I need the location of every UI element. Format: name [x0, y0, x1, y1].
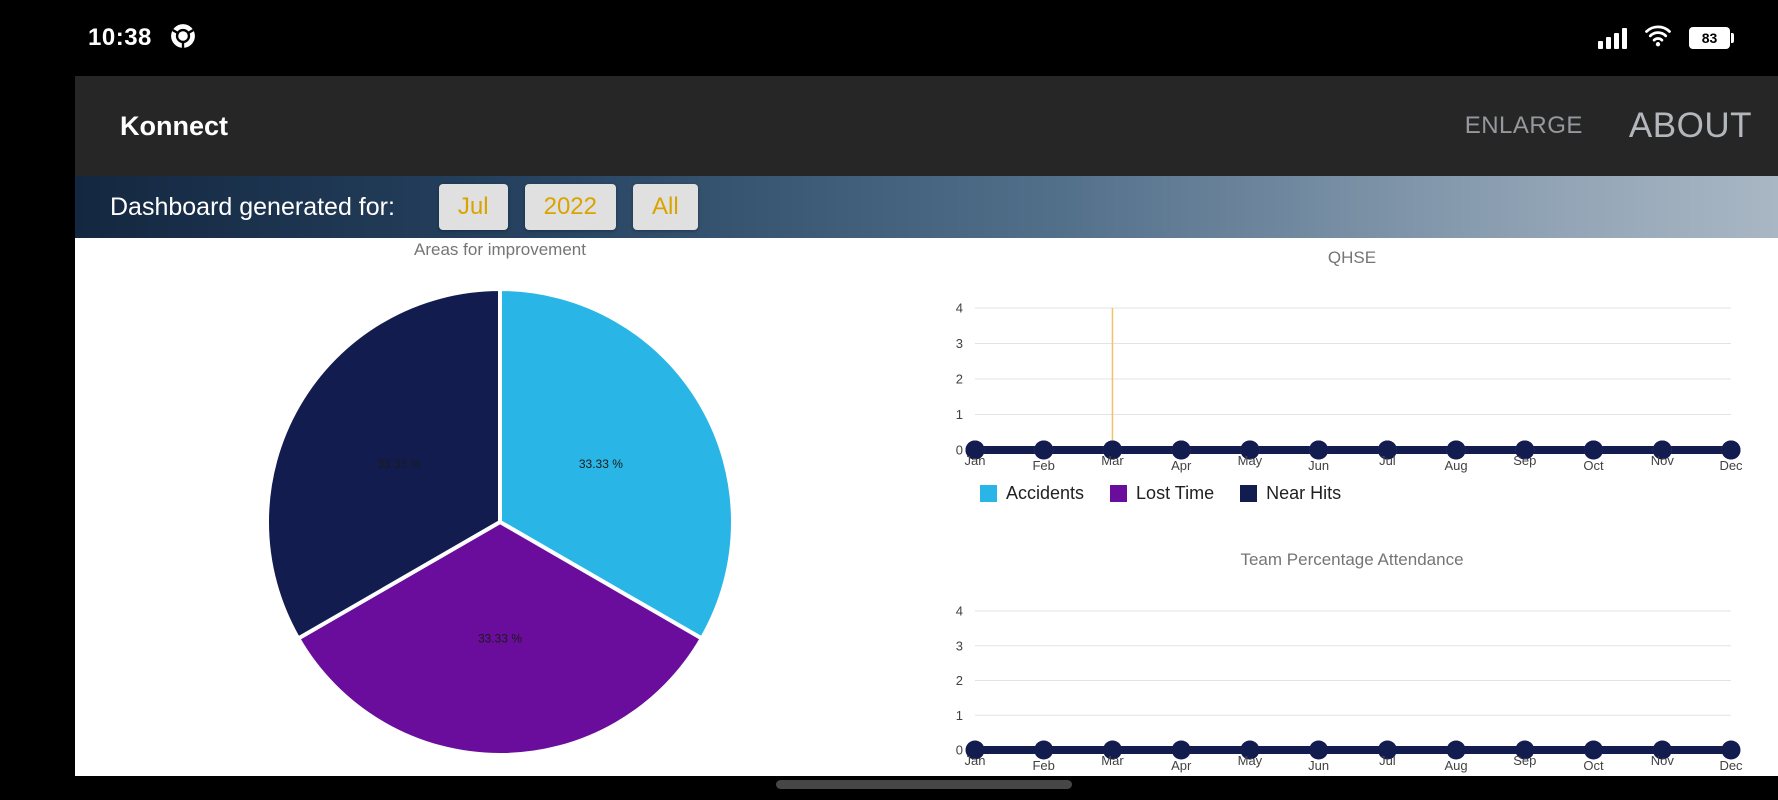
attendance-chart-title: Team Percentage Attendance: [1240, 550, 1464, 569]
svg-text:Feb: Feb: [1032, 758, 1054, 773]
svg-text:May: May: [1238, 753, 1263, 768]
svg-text:Sep: Sep: [1513, 453, 1536, 468]
svg-text:0: 0: [956, 743, 963, 758]
svg-text:Jun: Jun: [1308, 758, 1329, 773]
battery-level: 83: [1701, 30, 1718, 46]
legend-item[interactable]: Near Hits: [1240, 483, 1341, 504]
svg-text:May: May: [1238, 453, 1263, 468]
filter-all-button[interactable]: All: [633, 184, 698, 230]
filter-year-button[interactable]: 2022: [524, 184, 616, 230]
legend-swatch-icon: [980, 485, 997, 502]
qhse-chart[interactable]: 0 1 2 3 4 Jan Feb Mar Apr May Jun Jul Aug Sep Oct Nov De…: [855, 293, 1775, 493]
svg-text:Feb: Feb: [1032, 458, 1054, 473]
legend-label: Lost Time: [1136, 483, 1215, 503]
status-bar: 10:38 83: [0, 0, 1778, 76]
svg-text:Oct: Oct: [1583, 458, 1604, 473]
legend-item[interactable]: Lost Time: [1110, 483, 1214, 504]
svg-text:0: 0: [956, 443, 963, 458]
legend-swatch-icon: [1110, 485, 1128, 502]
pie-chart[interactable]: 33.33 % 33.33 % 33.33 %: [260, 282, 740, 762]
legend-label: Accidents: [1006, 483, 1085, 503]
filter-buttons: Jul 2022 All: [438, 184, 698, 230]
legend-swatch-icon: [1240, 485, 1258, 502]
filter-banner: Dashboard generated for: Jul 2022 All: [75, 176, 1778, 238]
svg-text:Jan: Jan: [965, 753, 986, 768]
svg-text:Sep: Sep: [1513, 753, 1536, 768]
wifi-icon: [1644, 24, 1672, 52]
legend-label: Near Hits: [1266, 483, 1342, 503]
svg-text:33.33 %: 33.33 %: [579, 457, 623, 471]
svg-text:Nov: Nov: [1651, 753, 1675, 768]
battery-icon: 83: [1689, 27, 1734, 49]
dashboard-content: Areas for improvement 33.33 % 33.33 % 33.3…: [75, 238, 1778, 778]
svg-text:3: 3: [956, 638, 963, 653]
svg-text:Apr: Apr: [1171, 458, 1192, 473]
svg-text:Dec: Dec: [1719, 758, 1743, 773]
enlarge-button[interactable]: ENLARGE: [1464, 112, 1583, 139]
svg-text:3: 3: [956, 336, 963, 351]
svg-text:Dec: Dec: [1719, 458, 1743, 473]
svg-text:Mar: Mar: [1101, 753, 1124, 768]
svg-text:33.33 %: 33.33 %: [377, 457, 421, 471]
svg-text:2: 2: [956, 372, 963, 387]
pie-chart-title: Areas for improvement: [414, 240, 586, 259]
svg-text:Jan: Jan: [965, 453, 986, 468]
svg-text:Jul: Jul: [1379, 453, 1396, 468]
about-button[interactable]: ABOUT: [1628, 106, 1752, 145]
qhse-chart-title: QHSE: [1327, 248, 1377, 267]
status-bar-left: 10:38: [88, 23, 196, 54]
svg-text:Oct: Oct: [1583, 758, 1604, 773]
svg-text:1: 1: [956, 708, 963, 723]
status-bar-right: 83: [1598, 24, 1734, 52]
filter-month-button[interactable]: Jul: [438, 184, 508, 230]
svg-text:Jun: Jun: [1308, 458, 1329, 473]
svg-text:Jul: Jul: [1379, 753, 1396, 768]
clock: 10:38: [88, 24, 152, 51]
legend-item[interactable]: Accidents: [980, 483, 1084, 504]
battery-tip: [1731, 33, 1734, 43]
svg-text:2: 2: [956, 673, 963, 688]
app-title: Konnect: [120, 110, 228, 141]
svg-text:Mar: Mar: [1101, 453, 1124, 468]
svg-text:33.33 %: 33.33 %: [478, 632, 522, 646]
svg-text:4: 4: [956, 604, 963, 619]
cellular-signal-icon: [1598, 27, 1627, 49]
svg-text:Aug: Aug: [1445, 458, 1468, 473]
svg-text:Apr: Apr: [1171, 758, 1192, 773]
banner-label: Dashboard generated for:: [110, 192, 395, 221]
svg-text:Aug: Aug: [1445, 758, 1468, 773]
app-bar: Konnect ENLARGE ABOUT: [75, 76, 1778, 176]
attendance-chart[interactable]: 0 1 2 3 4 Jan Feb Mar Apr May Jun Jul Aug Sep Oct Nov De…: [855, 598, 1775, 778]
svg-text:4: 4: [956, 301, 963, 316]
svg-text:1: 1: [956, 407, 963, 422]
app-bar-actions: ENLARGE ABOUT: [1465, 106, 1752, 146]
gesture-pill[interactable]: [776, 780, 1072, 789]
navigation-bar: [0, 776, 1778, 800]
svg-text:Nov: Nov: [1651, 453, 1675, 468]
qhse-legend: Accidents Lost Time Near Hits: [980, 483, 1341, 504]
chrome-icon: [170, 23, 196, 54]
